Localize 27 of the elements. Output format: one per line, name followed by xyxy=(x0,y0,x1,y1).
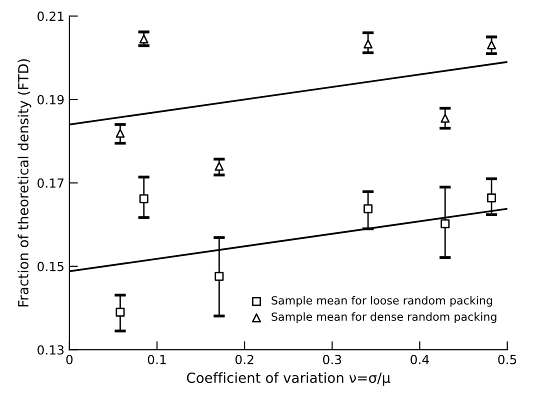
point xyxy=(440,219,450,228)
point xyxy=(139,194,148,204)
x-tick-label: 0.5 xyxy=(498,354,516,364)
y-tick-label: 0.21 xyxy=(38,12,64,22)
x-tick-label: 0.3 xyxy=(323,354,342,364)
y-tick-label: 0.15 xyxy=(38,262,64,272)
point xyxy=(487,40,496,50)
x-tick-label: 0 xyxy=(66,354,73,364)
point xyxy=(364,204,373,214)
point xyxy=(440,114,450,123)
x-tick-label: 0.2 xyxy=(235,354,254,364)
point xyxy=(214,162,224,171)
y-tick-label: 0.17 xyxy=(38,178,64,188)
point xyxy=(214,272,224,281)
point xyxy=(139,34,148,44)
x-axis-title: Coefficient of variation ν=σ/μ xyxy=(186,372,390,386)
legend-label: Sample mean for dense random packing xyxy=(272,312,496,324)
point xyxy=(364,40,373,49)
y-axis-title: Fraction of theoretical density (FTD) xyxy=(18,59,32,306)
y-tick-label: 0.13 xyxy=(38,345,64,355)
point xyxy=(116,128,125,138)
legend-label: Sample mean for loose random packing xyxy=(272,296,492,307)
y-tick-label: 0.19 xyxy=(38,94,64,104)
point xyxy=(116,308,125,317)
x-tick-label: 0.4 xyxy=(410,354,429,364)
point xyxy=(487,193,496,202)
x-tick-label: 0.1 xyxy=(148,354,166,364)
